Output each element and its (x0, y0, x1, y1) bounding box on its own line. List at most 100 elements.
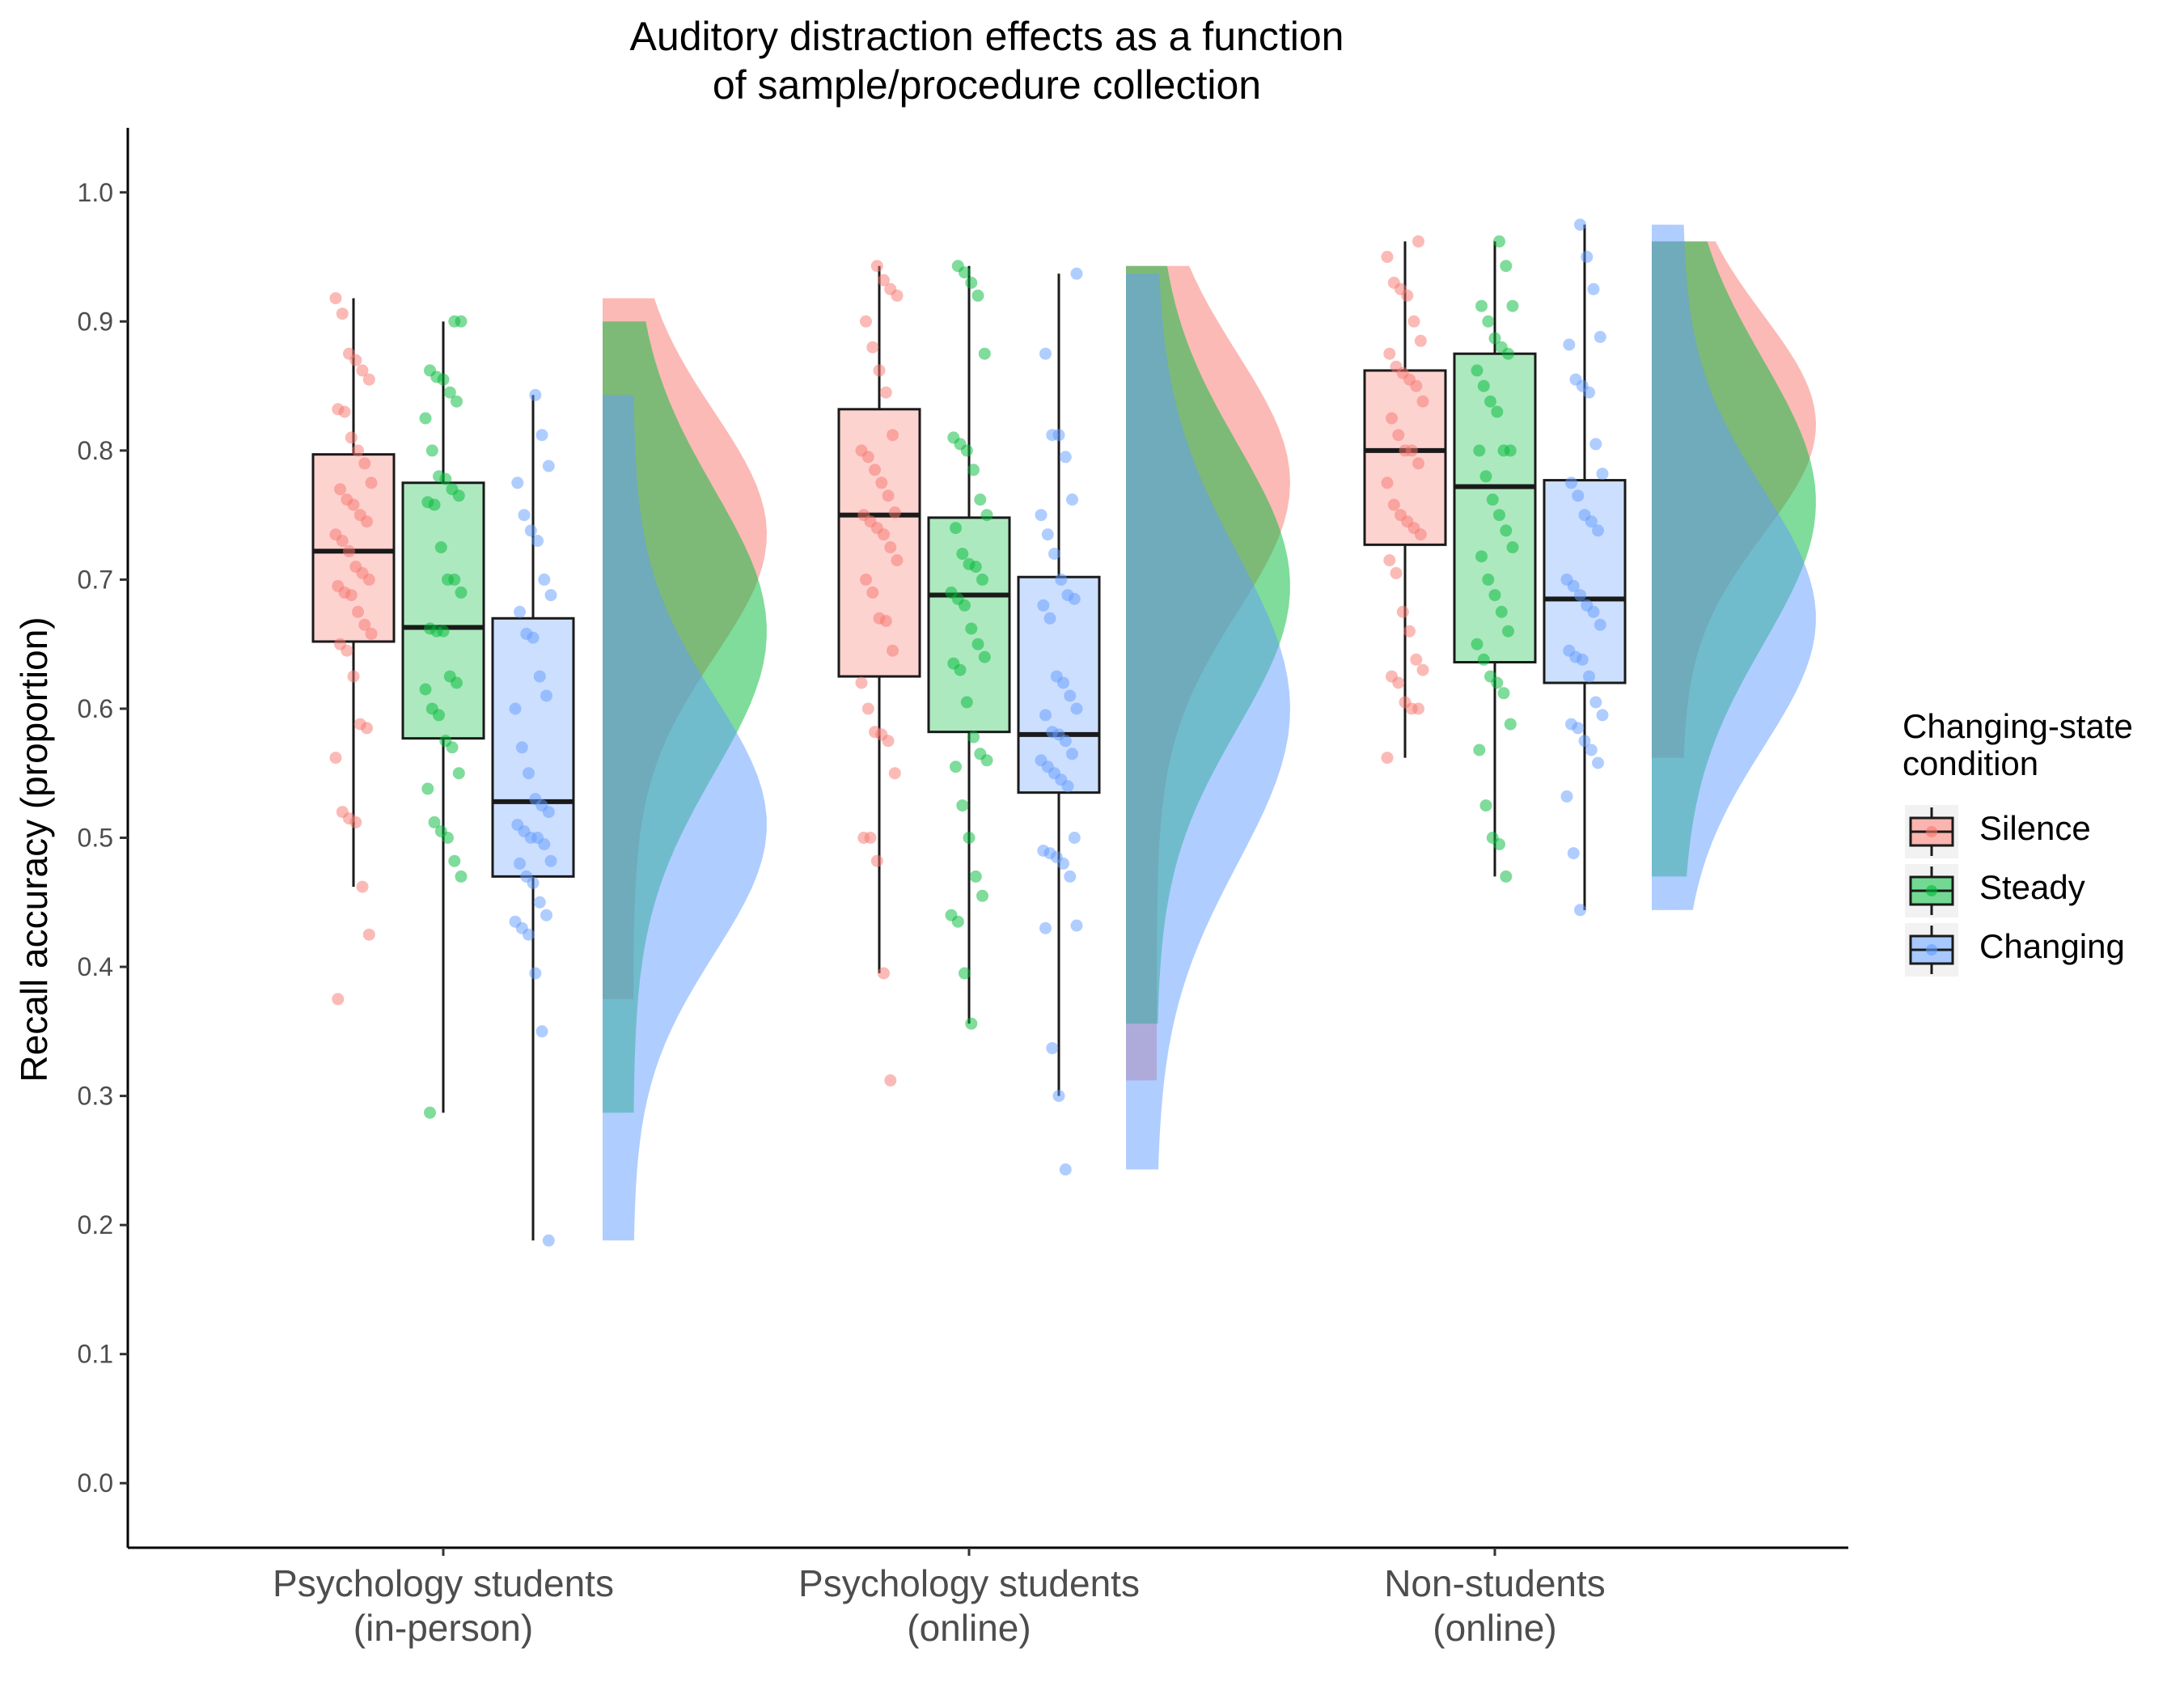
point-psychology-students-in-person-changing (533, 670, 546, 683)
point-non-students-online-silence (1381, 251, 1394, 263)
point-non-students-online-steady (1479, 470, 1492, 483)
point-psychology-students-online-changing (1068, 592, 1081, 605)
y-tick-label: 0.4 (78, 952, 113, 981)
point-psychology-students-online-steady (950, 522, 962, 535)
point-non-students-online-silence (1392, 676, 1405, 689)
cloud-non-students-online-changing (1652, 224, 1816, 910)
point-non-students-online-changing (1565, 477, 1577, 489)
point-psychology-students-in-person-silence (362, 928, 375, 941)
point-non-students-online-steady (1493, 838, 1505, 850)
point-psychology-students-in-person-steady (455, 586, 468, 599)
point-psychology-students-in-person-silence (356, 880, 369, 893)
point-psychology-students-online-steady (969, 870, 982, 883)
chart-title-line-1: Auditory distraction effects as a functi… (630, 14, 1344, 59)
legend-title-line-2: condition (1903, 744, 2038, 782)
box-psychology-students-in-person-steady (401, 481, 485, 740)
point-non-students-online-changing (1589, 438, 1602, 451)
point-psychology-students-in-person-changing (544, 854, 557, 867)
point-non-students-online-changing (1572, 722, 1585, 735)
point-psychology-students-online-steady (967, 464, 980, 477)
point-psychology-students-online-changing (1041, 528, 1054, 541)
point-psychology-students-in-person-changing (538, 573, 551, 586)
point-psychology-students-online-changing (1059, 451, 1072, 464)
point-psychology-students-online-steady (956, 548, 969, 560)
point-psychology-students-in-person-changing (524, 524, 537, 537)
point-psychology-students-online-steady (965, 277, 978, 289)
point-non-students-online-silence (1405, 444, 1418, 457)
point-non-students-online-silence (1383, 347, 1396, 360)
point-psychology-students-in-person-changing (540, 909, 552, 922)
legend-label-changing: Changing (1979, 927, 2125, 965)
point-non-students-online-silence (1416, 663, 1429, 676)
point-psychology-students-online-silence (878, 273, 890, 286)
point-non-students-online-changing (1596, 709, 1609, 722)
point-psychology-students-online-changing (1039, 347, 1052, 360)
point-non-students-online-silence (1412, 702, 1424, 715)
point-psychology-students-online-silence (882, 735, 895, 748)
point-psychology-students-online-changing (1064, 870, 1077, 883)
point-non-students-online-steady (1502, 625, 1514, 638)
point-psychology-students-in-person-steady (428, 816, 441, 828)
point-non-students-online-changing (1578, 735, 1591, 748)
point-non-students-online-silence (1381, 752, 1394, 765)
box-psychology-students-online-silence (837, 408, 921, 678)
point-psychology-students-in-person-steady (428, 498, 441, 511)
y-tick-label: 0.0 (78, 1468, 113, 1498)
point-non-students-online-steady (1504, 718, 1517, 731)
legend-title-line-1: Changing-state (1903, 707, 2133, 745)
point-non-students-online-changing (1572, 489, 1585, 502)
point-psychology-students-in-person-steady (437, 373, 450, 386)
legend: Changing-state condition Silence Steady … (1903, 707, 2133, 977)
point-psychology-students-in-person-silence (362, 373, 375, 386)
point-psychology-students-in-person-silence (352, 605, 364, 618)
point-psychology-students-online-silence (870, 854, 883, 867)
point-non-students-online-silence (1412, 457, 1424, 470)
point-non-students-online-changing (1585, 515, 1598, 528)
point-psychology-students-in-person-steady (434, 541, 447, 553)
point-psychology-students-in-person-silence (352, 444, 364, 457)
point-psychology-students-online-silence (861, 451, 874, 464)
point-non-students-online-steady (1491, 405, 1504, 418)
point-non-students-online-steady (1477, 379, 1490, 392)
point-psychology-students-online-silence (879, 615, 892, 627)
point-non-students-online-silence (1387, 498, 1400, 511)
point-psychology-students-online-steady (967, 731, 980, 744)
point-psychology-students-in-person-silence (345, 431, 358, 444)
point-psychology-students-online-silence (873, 364, 886, 377)
point-psychology-students-online-changing (1068, 832, 1081, 844)
point-non-students-online-silence (1416, 395, 1429, 408)
point-psychology-students-in-person-silence (349, 816, 362, 828)
point-psychology-students-online-changing (1055, 573, 1068, 586)
point-psychology-students-in-person-changing (527, 631, 540, 644)
point-psychology-students-in-person-changing (540, 689, 552, 702)
point-psychology-students-in-person-steady (451, 676, 463, 689)
point-non-students-online-changing (1567, 579, 1580, 592)
point-non-students-online-changing (1576, 653, 1589, 666)
chart-title-line-2: of sample/procedure collection (713, 62, 1261, 108)
point-psychology-students-in-person-changing (533, 896, 546, 909)
point-psychology-students-online-steady (950, 761, 962, 773)
point-psychology-students-in-person-steady (419, 412, 432, 425)
point-psychology-students-in-person-steady (448, 854, 461, 867)
point-psychology-students-in-person-steady (425, 444, 438, 457)
point-psychology-students-online-silence (888, 506, 901, 519)
point-psychology-students-online-changing (1052, 429, 1065, 442)
point-psychology-students-online-silence (861, 702, 874, 715)
point-psychology-students-in-person-changing (523, 767, 535, 780)
point-psychology-students-online-silence (878, 967, 890, 980)
point-psychology-students-in-person-silence (343, 544, 355, 557)
point-non-students-online-changing (1596, 468, 1609, 481)
point-non-students-online-steady (1488, 589, 1501, 602)
point-non-students-online-steady (1471, 638, 1484, 650)
point-non-students-online-changing (1574, 589, 1586, 602)
point-psychology-students-in-person-silence (334, 483, 346, 496)
point-psychology-students-online-steady (978, 347, 991, 360)
point-psychology-students-in-person-changing (542, 460, 555, 472)
point-psychology-students-online-silence (884, 541, 897, 553)
point-non-students-online-steady (1493, 235, 1505, 248)
point-non-students-online-changing (1592, 756, 1604, 769)
point-psychology-students-online-changing (1070, 702, 1083, 715)
y-tick-label: 0.8 (78, 436, 113, 465)
point-psychology-students-in-person-steady (451, 395, 463, 408)
